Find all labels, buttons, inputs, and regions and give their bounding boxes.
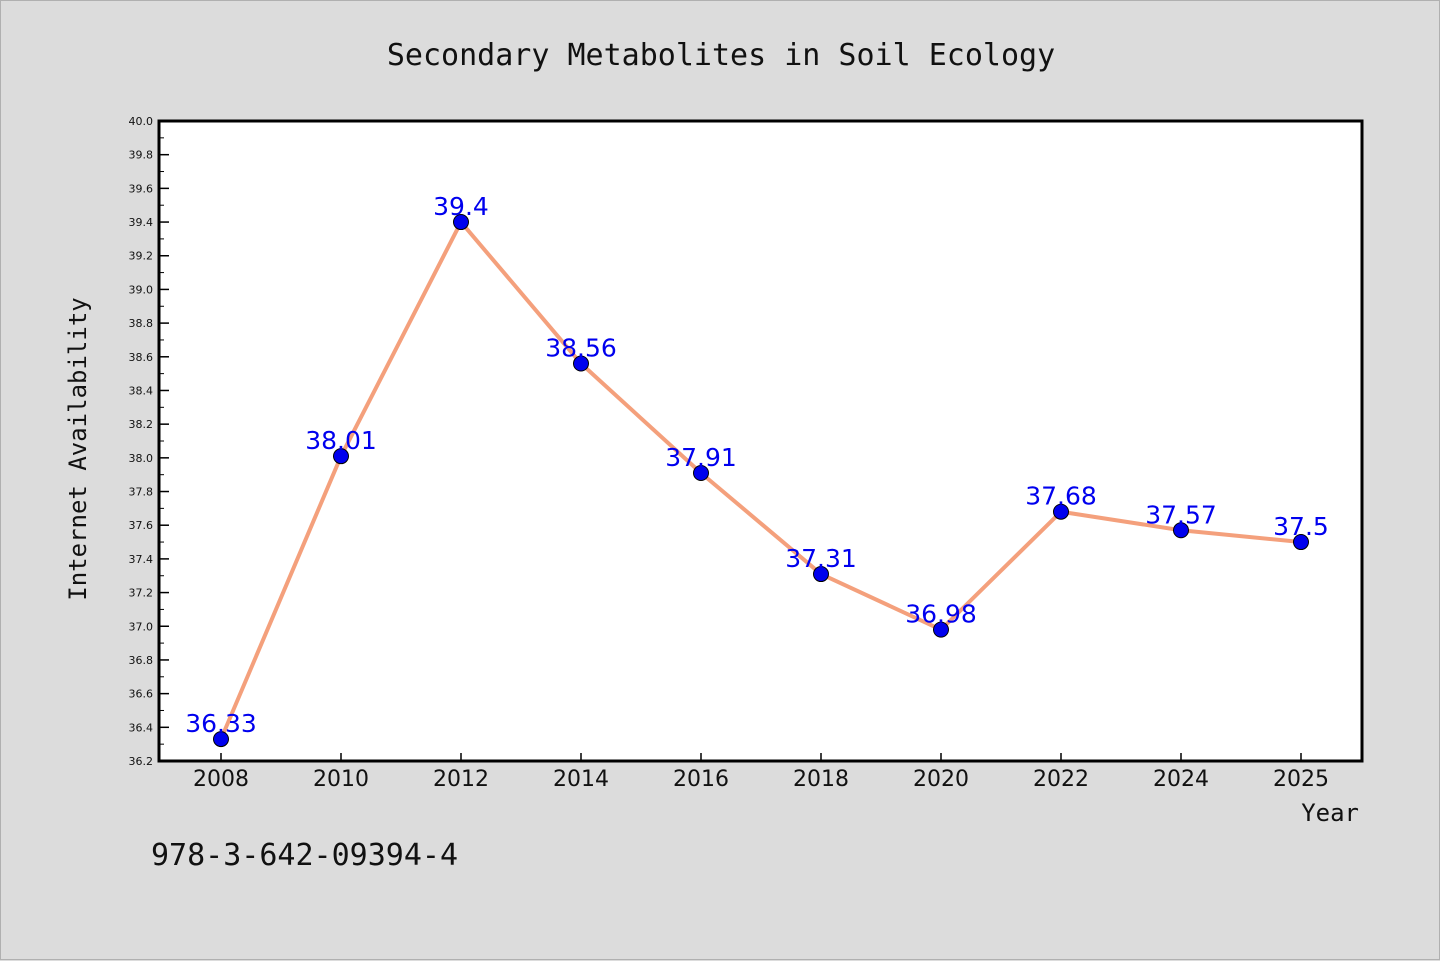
data-point <box>1293 534 1309 551</box>
y-tick-label: 36.8 <box>129 654 154 667</box>
y-axis: 36.2 36.4 36.6 36.8 37.0 37.2 37.4 37.6 37.8 38.0… <box>129 115 169 768</box>
y-tick-label: 39.4 <box>129 216 154 229</box>
data-point <box>693 465 709 481</box>
x-axis: 2008 2010 2012 2014 2016 2018 2020 2022 2024 2025 <box>193 753 1329 792</box>
data-label: 37.31 <box>785 544 857 573</box>
x-tick-label: 2024 <box>1153 767 1209 792</box>
x-tick-label: 2016 <box>673 767 729 792</box>
x-axis-label: Year <box>1301 799 1359 827</box>
data-label: 37.57 <box>1145 500 1217 529</box>
data-label: 37.68 <box>1025 482 1097 511</box>
y-tick-label: 36.2 <box>129 755 154 768</box>
y-tick-label: 37.4 <box>129 553 154 566</box>
data-label: 39.4 <box>433 192 489 221</box>
data-label: 37.91 <box>665 443 737 472</box>
data-point <box>813 566 829 583</box>
x-tick-label: 2010 <box>313 767 369 792</box>
data-point <box>933 621 949 638</box>
y-tick-label: 37.2 <box>129 587 154 600</box>
data-label: 36.98 <box>905 600 977 629</box>
y-tick-label: 39.2 <box>129 250 154 263</box>
y-tick-label: 37.6 <box>129 519 154 532</box>
x-tick-label: 2014 <box>553 767 609 792</box>
x-tick-label: 2008 <box>193 767 249 792</box>
plot-area <box>157 119 1364 763</box>
x-tick-label: 2018 <box>793 767 849 792</box>
data-label: 38.01 <box>305 426 377 455</box>
isbn-text: 978-3-642-09394-4 <box>151 838 458 873</box>
series: 36.33 38.01 39.4 38.56 37.91 37.31 36.98 37.68 3… <box>185 192 1329 748</box>
y-tick-label: 36.4 <box>129 721 154 734</box>
x-tick-label: 2025 <box>1273 767 1329 792</box>
y-tick-label: 36.6 <box>129 688 154 701</box>
chart-title: Secondary Metabolites in Soil Ecology <box>387 38 1055 73</box>
series-line <box>219 220 1302 740</box>
data-point <box>1173 522 1189 539</box>
data-point <box>453 214 469 231</box>
x-tick-label: 2012 <box>433 767 489 792</box>
x-tick-label: 2022 <box>1033 767 1089 792</box>
y-tick-label: 40.0 <box>129 115 154 128</box>
y-tick-label: 39.6 <box>129 182 154 195</box>
y-tick-label: 39.8 <box>129 149 154 162</box>
x-tick-label: 2020 <box>913 767 969 792</box>
data-point <box>333 448 349 465</box>
y-tick-label: 38.4 <box>129 384 154 397</box>
data-label: 37.5 <box>1273 512 1329 541</box>
data-point <box>573 355 589 372</box>
y-tick-label: 38.6 <box>129 351 154 364</box>
data-point <box>1053 503 1069 520</box>
y-tick-label: 38.8 <box>129 317 154 330</box>
y-tick-label: 37.0 <box>129 620 154 633</box>
data-point <box>213 731 229 748</box>
data-label: 38.56 <box>545 334 617 363</box>
y-tick-label: 39.0 <box>129 283 154 296</box>
data-label: 36.33 <box>185 709 257 738</box>
y-axis-label: Internet Availability <box>64 297 92 600</box>
y-tick-label: 38.0 <box>129 452 154 465</box>
y-tick-label: 37.8 <box>129 486 154 499</box>
y-tick-label: 38.2 <box>129 418 154 431</box>
